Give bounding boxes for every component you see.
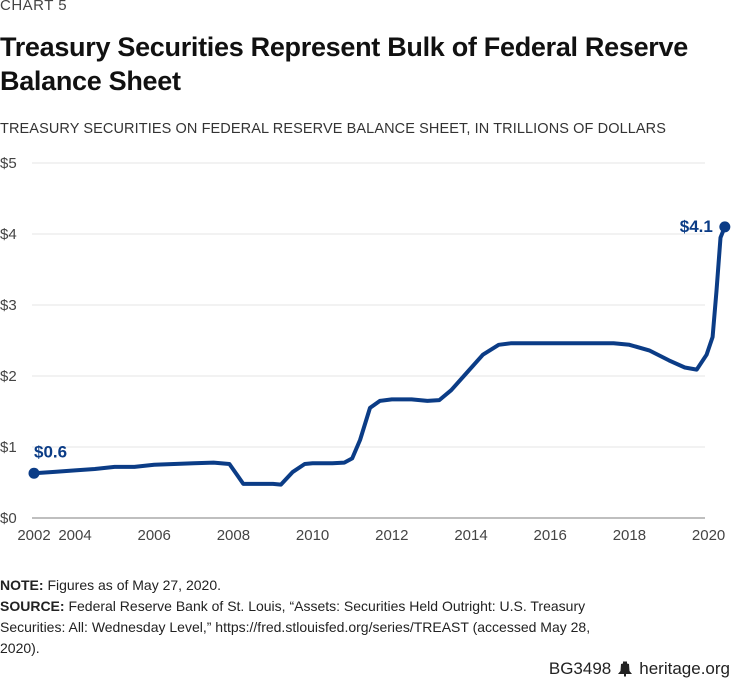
line-chart: $0 $1 $2 $3 $4 $5 2002 2004 2006 2008 2010 2012 201… bbox=[0, 155, 731, 544]
x-axis-ticks: 2002 2004 2006 2008 2010 2012 2014 2016 2018 2020 bbox=[17, 527, 725, 544]
chart-notes: NOTE: Figures as of May 27, 2020. SOURCE… bbox=[0, 575, 620, 659]
y-tick-label: $4 bbox=[0, 226, 17, 243]
end-points bbox=[28, 221, 731, 479]
y-tick-label: $3 bbox=[0, 297, 17, 314]
annotation-end-value: $4.1 bbox=[680, 217, 713, 236]
grid-lines bbox=[32, 162, 705, 519]
note-text: Figures as of May 27, 2020. bbox=[43, 577, 221, 593]
liberty-bell-icon bbox=[618, 661, 633, 677]
source-line: SOURCE: Federal Reserve Bank of St. Loui… bbox=[0, 596, 620, 659]
note-line: NOTE: Figures as of May 27, 2020. bbox=[0, 575, 620, 596]
annotation-start-value: $0.6 bbox=[34, 442, 67, 461]
x-tick-label: 2010 bbox=[296, 527, 329, 544]
note-label: NOTE: bbox=[0, 577, 44, 593]
data-point-start bbox=[28, 467, 40, 479]
x-tick-label: 2020 bbox=[692, 527, 725, 544]
report-code: BG3498 bbox=[548, 659, 612, 678]
x-tick-label: 2006 bbox=[138, 527, 171, 544]
y-axis-ticks: $0 $1 $2 $3 $4 $5 bbox=[0, 155, 17, 527]
y-tick-label: $0 bbox=[0, 510, 17, 527]
chart-title: Treasury Securities Represent Bulk of Fe… bbox=[0, 32, 688, 96]
x-tick-label: 2008 bbox=[217, 527, 250, 544]
x-tick-label: 2002 bbox=[17, 527, 50, 544]
site-link[interactable]: heritage.org bbox=[639, 659, 730, 678]
x-tick-label: 2014 bbox=[454, 527, 487, 544]
source-label: SOURCE: bbox=[0, 598, 65, 614]
chart-kicker: CHART 5 bbox=[0, 0, 68, 14]
footer: BG3498 heritage.org bbox=[549, 659, 730, 679]
x-tick-label: 2018 bbox=[613, 527, 646, 544]
data-point-end bbox=[719, 221, 731, 233]
chart-subtitle: TREASURY SECURITIES ON FEDERAL RESERVE B… bbox=[0, 121, 667, 137]
series-line-treasury bbox=[32, 224, 727, 487]
x-tick-label: 2012 bbox=[375, 527, 408, 544]
x-tick-label: 2004 bbox=[58, 527, 91, 544]
annotations: $0.6 $4.1 bbox=[34, 217, 713, 461]
y-tick-label: $2 bbox=[0, 368, 17, 385]
y-tick-label: $5 bbox=[0, 155, 17, 172]
y-tick-label: $1 bbox=[0, 439, 17, 456]
x-tick-label: 2016 bbox=[534, 527, 567, 544]
source-text: Federal Reserve Bank of St. Louis, “Asse… bbox=[0, 598, 591, 656]
